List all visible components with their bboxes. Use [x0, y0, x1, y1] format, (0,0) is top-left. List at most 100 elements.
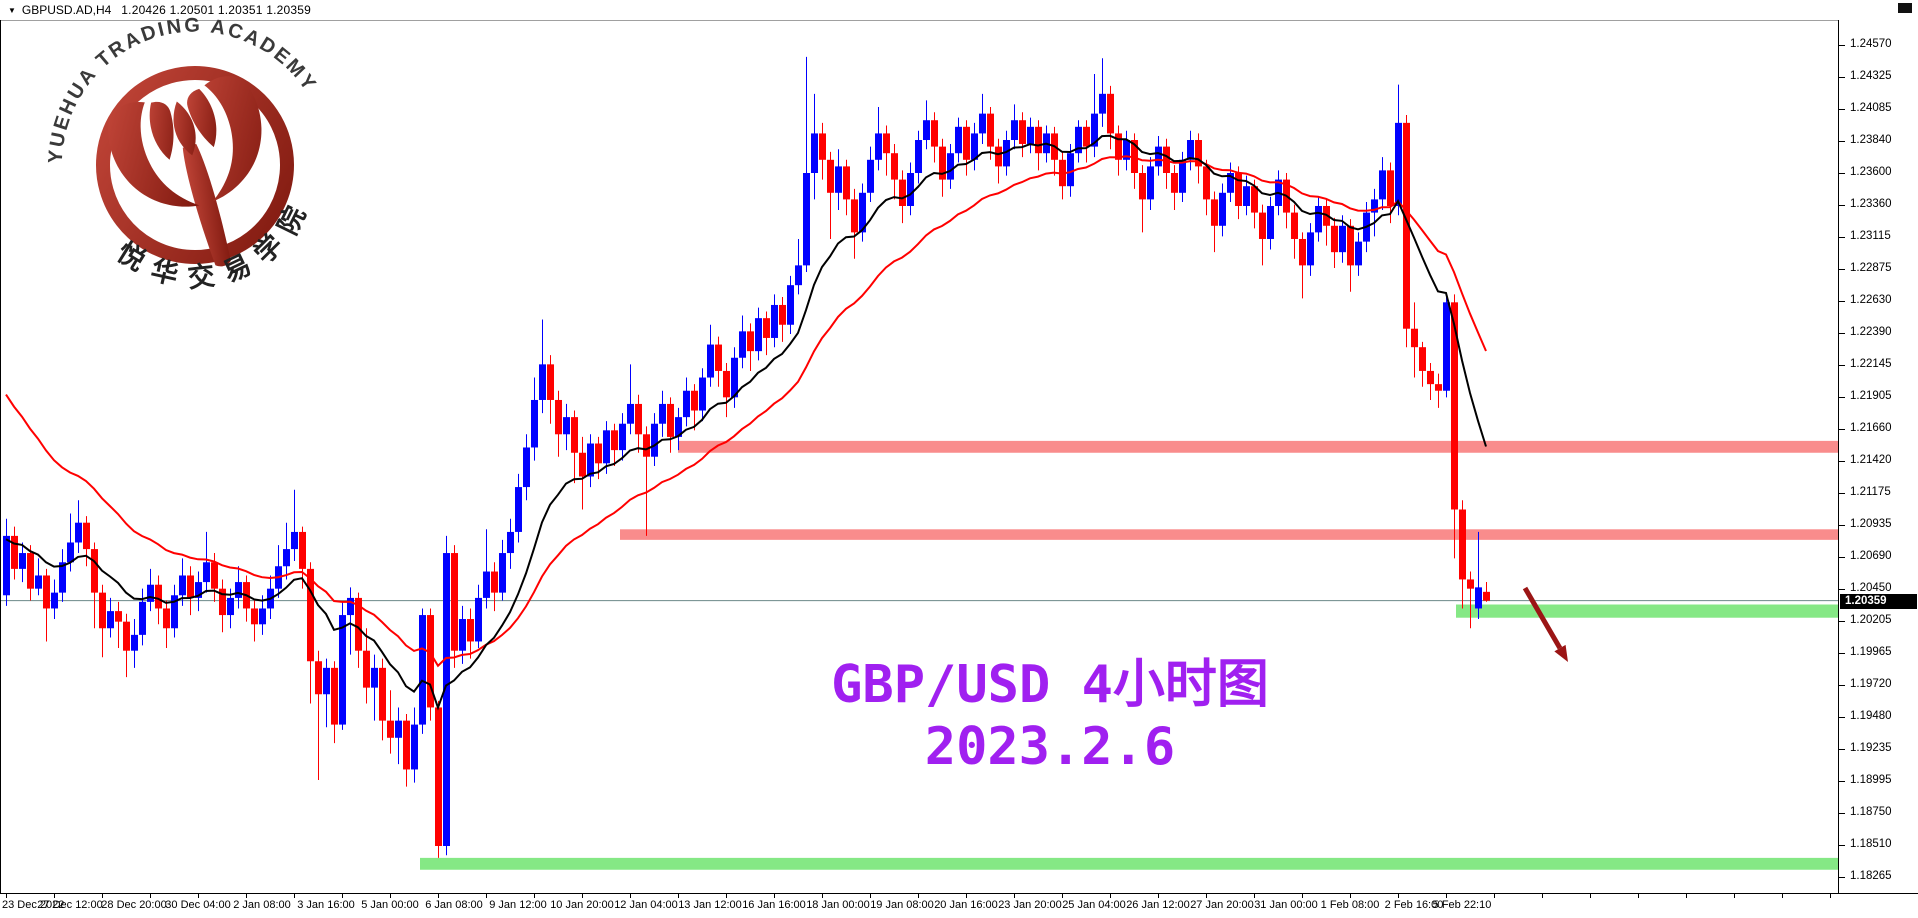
- time-tick: [678, 894, 679, 898]
- time-axis-label: 9 Jan 12:00: [489, 899, 547, 911]
- candle-body-down: [1427, 370, 1434, 385]
- candle-body-up: [1011, 120, 1018, 141]
- candle-body-down: [635, 403, 642, 435]
- candle-body-up: [347, 597, 354, 616]
- annotation-line1: GBP/USD 4小时图: [831, 655, 1269, 715]
- candle-body-up: [835, 166, 842, 193]
- candle-body-up: [675, 417, 682, 437]
- candle-body-down: [83, 522, 90, 550]
- candle-body-up: [3, 535, 10, 596]
- candle-body-down: [899, 179, 906, 206]
- candle-body-down: [331, 667, 338, 725]
- time-axis-label: 23 Jan 20:00: [998, 899, 1062, 911]
- price-tick-label: 1.20205: [1850, 614, 1892, 626]
- candle-body-down: [1107, 93, 1114, 134]
- candle-body-up: [1187, 140, 1194, 160]
- time-tick: [6, 894, 7, 898]
- candle-body-up: [1243, 186, 1250, 206]
- ohlc-values: 1.20426 1.20501 1.20351 1.20359: [121, 3, 311, 17]
- symbol-dropdown-icon[interactable]: ▼: [8, 5, 16, 15]
- price-tick: [1839, 525, 1845, 526]
- candle-body-up: [659, 403, 666, 424]
- time-tick: [342, 894, 343, 898]
- candle-body-up: [67, 542, 74, 563]
- candle-body-up: [739, 331, 746, 358]
- candle-body-up: [683, 390, 690, 418]
- candle-body-down: [91, 549, 98, 593]
- candle-body-down: [891, 153, 898, 180]
- candle-body-up: [1307, 232, 1314, 266]
- candle-body-up: [971, 133, 978, 160]
- price-tick: [1839, 269, 1845, 270]
- candle-body-up: [1339, 225, 1346, 253]
- price-tick-label: 1.18510: [1850, 838, 1892, 850]
- candle-body-down: [779, 304, 786, 325]
- time-axis-label: 18 Jan 00:00: [806, 899, 870, 911]
- candle-body-down: [211, 562, 218, 589]
- price-tick-label: 1.19480: [1850, 710, 1892, 722]
- time-tick: [246, 894, 247, 898]
- candle-body-up: [539, 364, 546, 400]
- chart-plot-area[interactable]: [0, 20, 1838, 893]
- candle-body-up: [1395, 122, 1402, 206]
- time-axis-label: 25 Jan 04:00: [1062, 899, 1126, 911]
- time-axis-label: 31 Jan 00:00: [1254, 899, 1318, 911]
- candle-body-up: [651, 423, 658, 457]
- time-axis[interactable]: 23 Dec 2022 27 Dec 12:00 28 Dec 20:00 30 De…: [0, 893, 1918, 918]
- price-tick-label: 1.24085: [1850, 102, 1892, 114]
- candle-body-up: [811, 133, 818, 174]
- candle-body-down: [851, 199, 858, 233]
- price-tick: [1839, 141, 1845, 142]
- time-tick: [1398, 894, 1399, 898]
- candle-body-down: [1459, 509, 1466, 580]
- candle-body-up: [107, 611, 114, 629]
- candle-body-up: [499, 553, 506, 593]
- candle-body-up: [755, 318, 762, 352]
- candle-body-down: [43, 575, 50, 609]
- candle-body-up: [1099, 93, 1106, 114]
- candle-body-up: [195, 582, 202, 598]
- candle-body-down: [1171, 173, 1178, 193]
- candle-body-up: [1027, 126, 1034, 144]
- candle-body-down: [555, 399, 562, 435]
- time-tick: [966, 894, 967, 898]
- candle-body-down: [307, 568, 314, 662]
- price-tick: [1839, 301, 1845, 302]
- candle-body-up: [1443, 302, 1450, 391]
- candle-body-down: [1259, 212, 1266, 239]
- price-tick-label: 1.19720: [1850, 678, 1892, 690]
- candle-body-down: [595, 443, 602, 464]
- candle-body-up: [139, 601, 146, 635]
- axis-corner-marker: [1898, 3, 1912, 13]
- time-tick: [534, 894, 535, 898]
- candle-body-up: [227, 597, 234, 616]
- candle-body-down: [251, 608, 258, 625]
- candle-body-up: [75, 522, 82, 543]
- price-tick: [1839, 845, 1845, 846]
- time-tick: [1494, 894, 1495, 898]
- candle-body-up: [731, 357, 738, 398]
- candle-body-up: [203, 562, 210, 583]
- price-tick: [1839, 45, 1845, 46]
- candle-body-down: [155, 584, 162, 609]
- candle-body-up: [147, 584, 154, 602]
- time-tick: [1254, 894, 1255, 898]
- candle-body-up: [1123, 140, 1130, 160]
- candle-body-down: [403, 720, 410, 770]
- price-tick: [1839, 813, 1845, 814]
- time-tick: [1062, 894, 1063, 898]
- candle-body-down: [299, 531, 306, 569]
- price-tick-label: 1.18265: [1850, 870, 1892, 882]
- candle-body-down: [99, 592, 106, 629]
- price-axis[interactable]: 1.20359 1.24570 1.24325 1.24085 1.23840 1.23…: [1838, 20, 1918, 893]
- time-tick: [150, 894, 151, 898]
- candle-body-down: [1451, 302, 1458, 510]
- candle-body-up: [411, 724, 418, 770]
- time-tick: [1014, 894, 1015, 898]
- time-tick: [630, 894, 631, 898]
- price-tick-label: 1.23600: [1850, 166, 1892, 178]
- candle-body-up: [1091, 113, 1098, 147]
- candle-body-up: [51, 592, 58, 609]
- candle-body-up: [475, 597, 482, 642]
